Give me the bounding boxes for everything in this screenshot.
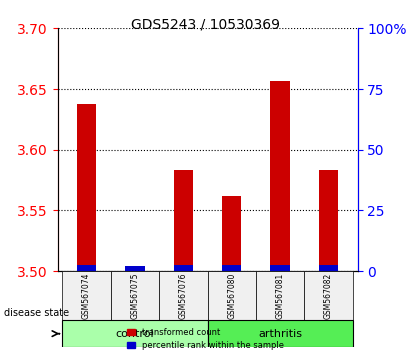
Text: GSM567074: GSM567074	[82, 273, 91, 319]
Bar	[125, 266, 145, 271]
Bar	[222, 196, 241, 271]
Text: arthritis: arthritis	[258, 329, 302, 339]
Bar	[222, 265, 241, 271]
Bar	[270, 80, 290, 271]
Text: disease state: disease state	[4, 308, 69, 318]
FancyBboxPatch shape	[62, 271, 111, 320]
Text: GSM567075: GSM567075	[130, 273, 139, 319]
FancyBboxPatch shape	[159, 271, 208, 320]
Text: GSM567076: GSM567076	[179, 273, 188, 319]
FancyBboxPatch shape	[208, 320, 353, 347]
FancyBboxPatch shape	[256, 271, 304, 320]
Text: GSM567082: GSM567082	[324, 273, 333, 319]
Bar	[125, 266, 145, 271]
Text: control: control	[115, 329, 154, 339]
Bar	[270, 265, 290, 271]
FancyBboxPatch shape	[304, 271, 353, 320]
Text: GSM567081: GSM567081	[276, 273, 285, 319]
FancyBboxPatch shape	[62, 320, 208, 347]
FancyBboxPatch shape	[111, 271, 159, 320]
FancyBboxPatch shape	[208, 271, 256, 320]
Bar	[319, 265, 338, 271]
Bar	[174, 170, 193, 271]
Bar	[174, 265, 193, 271]
Text: GSM567080: GSM567080	[227, 273, 236, 319]
Text: GDS5243 / 10530369: GDS5243 / 10530369	[131, 18, 280, 32]
Bar	[77, 265, 96, 271]
Bar	[319, 170, 338, 271]
Legend: transformed count, percentile rank within the sample: transformed count, percentile rank withi…	[124, 325, 287, 353]
Bar	[77, 104, 96, 271]
